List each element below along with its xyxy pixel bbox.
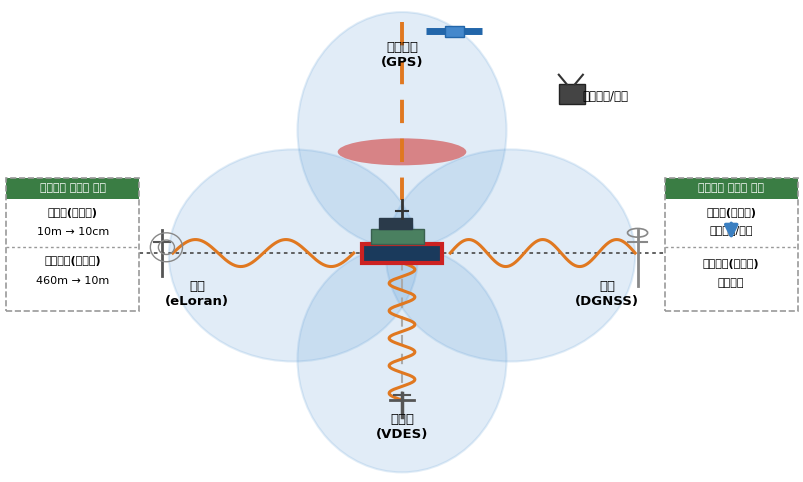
Text: 중파
(DGNSS): 중파 (DGNSS) [574, 280, 638, 308]
Text: 장파
(eLoran): 장파 (eLoran) [165, 280, 229, 308]
Ellipse shape [169, 149, 418, 362]
Text: 극초단파
(GPS): 극초단파 (GPS) [381, 41, 422, 69]
FancyBboxPatch shape [6, 178, 139, 199]
Text: 전파교란/간섭: 전파교란/간섭 [708, 225, 752, 235]
FancyBboxPatch shape [558, 84, 584, 104]
Text: 자동전환: 자동전환 [717, 278, 744, 288]
FancyBboxPatch shape [664, 178, 797, 311]
Text: 460m → 10m: 460m → 10m [36, 276, 109, 286]
Text: 주항법(위성파): 주항법(위성파) [47, 208, 98, 218]
Ellipse shape [385, 149, 634, 362]
FancyBboxPatch shape [379, 218, 411, 229]
Text: 위치정보 정밀도 향상: 위치정보 정밀도 향상 [39, 184, 106, 193]
Text: 보조항법(지상파): 보조항법(지상파) [44, 256, 101, 267]
Text: 초단파
(VDES): 초단파 (VDES) [375, 413, 428, 441]
FancyBboxPatch shape [361, 244, 442, 263]
Text: 보조항법(지상파): 보조항법(지상파) [702, 259, 759, 269]
Ellipse shape [297, 12, 506, 248]
Text: 위치정보 신뢰도 강화: 위치정보 신뢰도 강화 [697, 184, 764, 193]
FancyBboxPatch shape [371, 229, 423, 244]
Text: 10m → 10cm: 10m → 10cm [37, 228, 108, 237]
Text: 전파교란/간섭: 전파교란/간섭 [582, 90, 628, 103]
FancyBboxPatch shape [444, 26, 463, 37]
FancyBboxPatch shape [664, 178, 797, 199]
FancyBboxPatch shape [6, 178, 139, 311]
Ellipse shape [337, 138, 466, 165]
Ellipse shape [297, 246, 506, 472]
Text: 주항법(위성파): 주항법(위성파) [705, 208, 756, 218]
